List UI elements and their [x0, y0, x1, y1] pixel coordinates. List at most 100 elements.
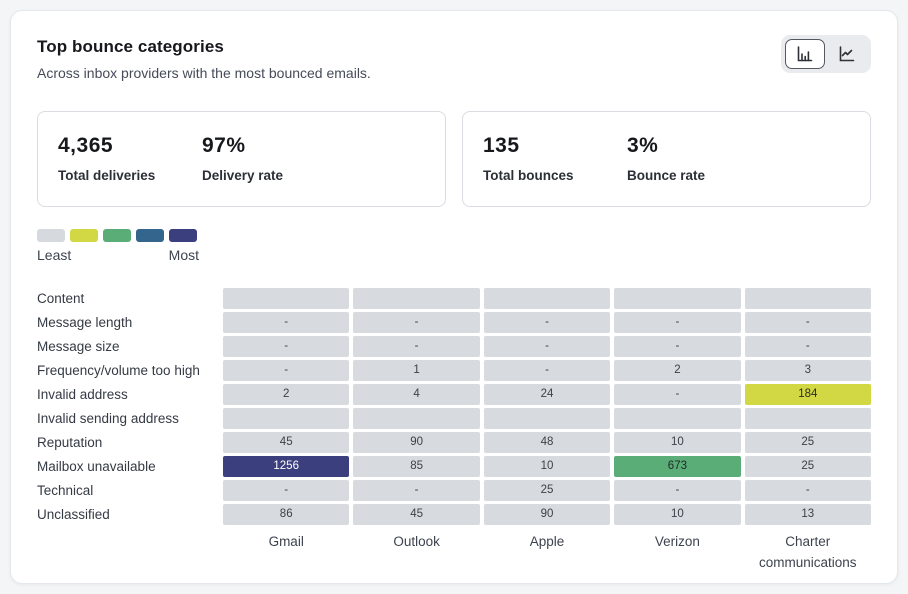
bar-chart-icon: [795, 45, 815, 63]
heatmap-cell: 45: [353, 504, 480, 525]
heatmap-cell: 85: [353, 456, 480, 477]
column-header: Gmail: [268, 534, 304, 549]
heatmap-grid: Content Message length - - - - - Message size - -…: [37, 288, 871, 525]
heatmap-cell: 2: [223, 384, 350, 405]
heatmap-cell: -: [614, 384, 741, 405]
heatmap-cell: -: [223, 480, 350, 501]
heatmap-cell: 2: [614, 360, 741, 381]
legend-swatch-1: [70, 229, 98, 242]
row-label: Technical: [37, 483, 94, 498]
row-label: Invalid sending address: [37, 411, 179, 426]
row-label: Unclassified: [37, 507, 110, 522]
delivery-rate-label: Delivery rate: [202, 168, 284, 183]
deliveries-summary-card: 4,365 Total deliveries 97% Delivery rate: [37, 111, 446, 207]
heatmap-cell: -: [223, 360, 350, 381]
heatmap-cell: -: [483, 336, 611, 357]
line-chart-icon: [837, 45, 857, 63]
total-deliveries-stat: 4,365 Total deliveries: [58, 132, 170, 186]
summary-stats-row: 4,365 Total deliveries 97% Delivery rate…: [37, 111, 871, 207]
heatmap-cell: -: [483, 360, 611, 381]
column-header-spacer: [37, 531, 219, 573]
heatmap-cell: 3: [744, 360, 871, 381]
heatmap-cell: 10: [614, 432, 741, 453]
heatmap-cell: [744, 408, 871, 429]
heatmap-columns: Gmail Outlook Apple Verizon Charter communic…: [37, 531, 871, 573]
card-header: Top bounce categories Across inbox provi…: [37, 35, 871, 83]
page-title: Top bounce categories: [37, 37, 224, 56]
heatmap-cell: 10: [483, 456, 611, 477]
column-header: Charter communications: [759, 534, 857, 570]
heatmap-cell: -: [353, 312, 480, 333]
heatmap-cell: -: [614, 336, 741, 357]
row-label: Reputation: [37, 435, 103, 450]
heatmap-cell: [223, 408, 350, 429]
heatmap-cell: -: [353, 336, 480, 357]
heatmap-cell: 25: [483, 480, 611, 501]
row-label: Mailbox unavailable: [37, 459, 156, 474]
heatmap-cell: [614, 288, 741, 309]
heatmap-cell: -: [353, 480, 480, 501]
heatmap-cell: -: [744, 312, 871, 333]
heatmap-cell: 90: [483, 504, 611, 525]
legend-swatch-0: [37, 229, 65, 242]
heatmap-cell: [223, 288, 350, 309]
heatmap-cell: 45: [223, 432, 350, 453]
column-header: Outlook: [393, 534, 440, 549]
heatmap-cell: [483, 408, 611, 429]
row-label: Content: [37, 291, 85, 306]
bounce-rate-stat: 3% Bounce rate: [627, 132, 705, 186]
bounce-categories-card: Top bounce categories Across inbox provi…: [10, 10, 898, 584]
heatmap-cell: 673: [614, 456, 741, 477]
heatmap-cell: -: [744, 480, 871, 501]
heatmap-legend: Least Most: [37, 229, 199, 264]
heatmap-cell: [614, 408, 741, 429]
heatmap-cell: 48: [483, 432, 611, 453]
total-deliveries-label: Total deliveries: [58, 168, 156, 183]
heatmap-cell: 25: [744, 456, 871, 477]
heatmap-cell: -: [223, 312, 350, 333]
heatmap-cell: 25: [744, 432, 871, 453]
legend-swatch-2: [103, 229, 131, 242]
heatmap-cell: 4: [353, 384, 480, 405]
page-subtitle: Across inbox providers with the most bou…: [37, 65, 371, 81]
bounce-rate-value: 3%: [627, 134, 659, 157]
row-label: Message length: [37, 315, 133, 330]
heatmap-cell: -: [614, 312, 741, 333]
column-header: Verizon: [654, 534, 700, 549]
line-chart-view-button[interactable]: [827, 39, 867, 69]
total-bounces-value: 135: [483, 134, 520, 157]
heatmap-cell: 184: [744, 384, 871, 405]
column-header: Apple: [529, 534, 565, 549]
heatmap-cell: [744, 288, 871, 309]
row-label: Message size: [37, 339, 120, 354]
row-label: Invalid address: [37, 387, 128, 402]
heatmap-cell: 13: [744, 504, 871, 525]
legend-swatches: [37, 229, 199, 242]
legend-labels: Least Most: [37, 246, 199, 264]
heatmap-cell: 24: [483, 384, 611, 405]
heatmap-cell: [353, 288, 480, 309]
heatmap-cell: -: [744, 336, 871, 357]
heatmap-cell: -: [483, 312, 611, 333]
chart-view-toggle: [781, 35, 871, 73]
heatmap-cell: 1: [353, 360, 480, 381]
legend-most-label: Most: [168, 247, 199, 263]
heatmap-cell: 10: [614, 504, 741, 525]
heatmap-cell: [353, 408, 480, 429]
delivery-rate-stat: 97% Delivery rate: [202, 132, 283, 186]
legend-least-label: Least: [37, 247, 72, 263]
header-text: Top bounce categories Across inbox provi…: [37, 35, 371, 83]
bar-chart-view-button[interactable]: [785, 39, 825, 69]
bounces-summary-card: 135 Total bounces 3% Bounce rate: [462, 111, 871, 207]
heatmap-cell: [483, 288, 611, 309]
heatmap-cell: 90: [353, 432, 480, 453]
heatmap-cell: -: [223, 336, 350, 357]
delivery-rate-value: 97%: [202, 134, 246, 157]
row-label: Frequency/volume too high: [37, 363, 200, 378]
legend-swatch-3: [136, 229, 164, 242]
heatmap-cell: 1256: [223, 456, 350, 477]
heatmap-cell: -: [614, 480, 741, 501]
total-bounces-label: Total bounces: [483, 168, 574, 183]
total-deliveries-value: 4,365: [58, 134, 114, 157]
legend-swatch-4: [169, 229, 197, 242]
